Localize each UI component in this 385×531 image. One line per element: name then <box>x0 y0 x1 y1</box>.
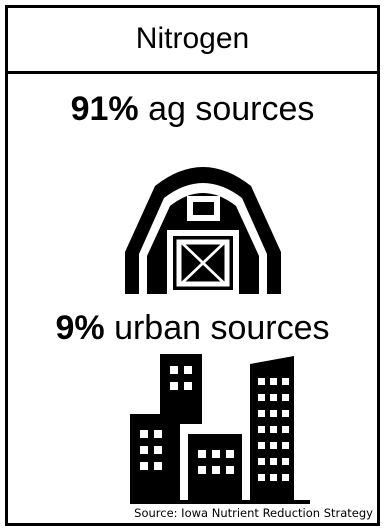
ag-label: ag sources <box>148 90 315 128</box>
title-box: Nitrogen <box>8 8 377 74</box>
barn-icon <box>125 167 281 294</box>
page-title: Nitrogen <box>135 22 250 55</box>
urban-percent: 9% <box>55 309 105 347</box>
urban-label: urban sources <box>114 309 330 347</box>
urban-sources-stat: 9% urban sources <box>8 308 377 348</box>
ag-percent: 91% <box>70 90 139 128</box>
infographic-frame: Nitrogen 91% ag sources 9% urban sources <box>5 5 380 526</box>
source-citation: Source: Iowa Nutrient Reduction Strategy <box>134 506 373 520</box>
city-buildings-icon <box>130 354 310 504</box>
ag-sources-stat: 91% ag sources <box>8 89 377 129</box>
